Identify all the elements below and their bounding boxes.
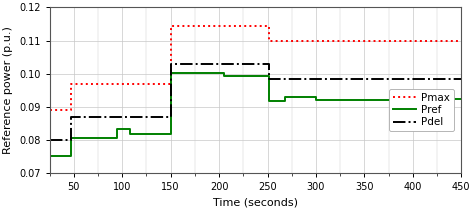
Pmax	[266, 39, 272, 42]
Pref	[282, 100, 288, 102]
Pmax	[458, 39, 464, 42]
Line: Pref: Pref	[50, 73, 461, 156]
Pref	[68, 155, 74, 158]
Pref	[127, 128, 133, 131]
Pref	[221, 72, 227, 74]
Pref	[313, 99, 319, 101]
Pmax	[68, 109, 74, 111]
Line: Pmax: Pmax	[50, 26, 461, 110]
Line: Pdel: Pdel	[50, 64, 461, 140]
Pref	[282, 96, 288, 98]
Pref	[115, 128, 120, 131]
Pref	[266, 100, 272, 102]
Pref	[419, 96, 425, 98]
Pref	[458, 98, 464, 101]
Pdel	[266, 62, 272, 65]
Pref	[68, 137, 74, 139]
Pref	[221, 75, 227, 77]
Pref	[419, 98, 425, 101]
Pmax	[266, 24, 272, 27]
Pmax	[168, 24, 173, 27]
Pdel	[458, 77, 464, 80]
Pref	[47, 155, 53, 158]
Pref	[115, 137, 120, 139]
Pdel	[68, 139, 74, 141]
Pref	[266, 75, 272, 77]
Legend: Pmax, Pref, Pdel: Pmax, Pref, Pdel	[389, 89, 454, 131]
Pref	[168, 72, 173, 74]
Pref	[403, 96, 409, 98]
Pref	[403, 99, 409, 101]
Pmax	[47, 109, 53, 111]
Y-axis label: Reference power (p.u.): Reference power (p.u.)	[3, 26, 13, 154]
Pdel	[266, 77, 272, 80]
Pref	[313, 96, 319, 98]
Pdel	[168, 115, 173, 118]
Pref	[127, 133, 133, 135]
Pref	[168, 133, 173, 135]
Pmax	[68, 82, 74, 85]
X-axis label: Time (seconds): Time (seconds)	[213, 197, 298, 208]
Pdel	[68, 115, 74, 118]
Pdel	[168, 62, 173, 65]
Pdel	[47, 139, 53, 141]
Pmax	[168, 82, 173, 85]
